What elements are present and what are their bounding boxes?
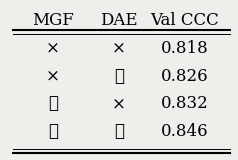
- Text: ×: ×: [46, 40, 60, 57]
- Text: ✓: ✓: [48, 123, 58, 140]
- Text: 0.846: 0.846: [161, 123, 209, 140]
- Text: ✓: ✓: [114, 68, 124, 85]
- Text: ×: ×: [112, 40, 126, 57]
- Text: Val CCC: Val CCC: [150, 12, 219, 29]
- Text: MGF: MGF: [32, 12, 74, 29]
- Text: ✓: ✓: [48, 95, 58, 112]
- Text: 0.818: 0.818: [161, 40, 209, 57]
- Text: ×: ×: [46, 68, 60, 85]
- Text: ✓: ✓: [114, 123, 124, 140]
- Text: 0.826: 0.826: [161, 68, 209, 85]
- Text: DAE: DAE: [100, 12, 138, 29]
- Text: ×: ×: [112, 95, 126, 112]
- Text: 0.832: 0.832: [161, 95, 209, 112]
